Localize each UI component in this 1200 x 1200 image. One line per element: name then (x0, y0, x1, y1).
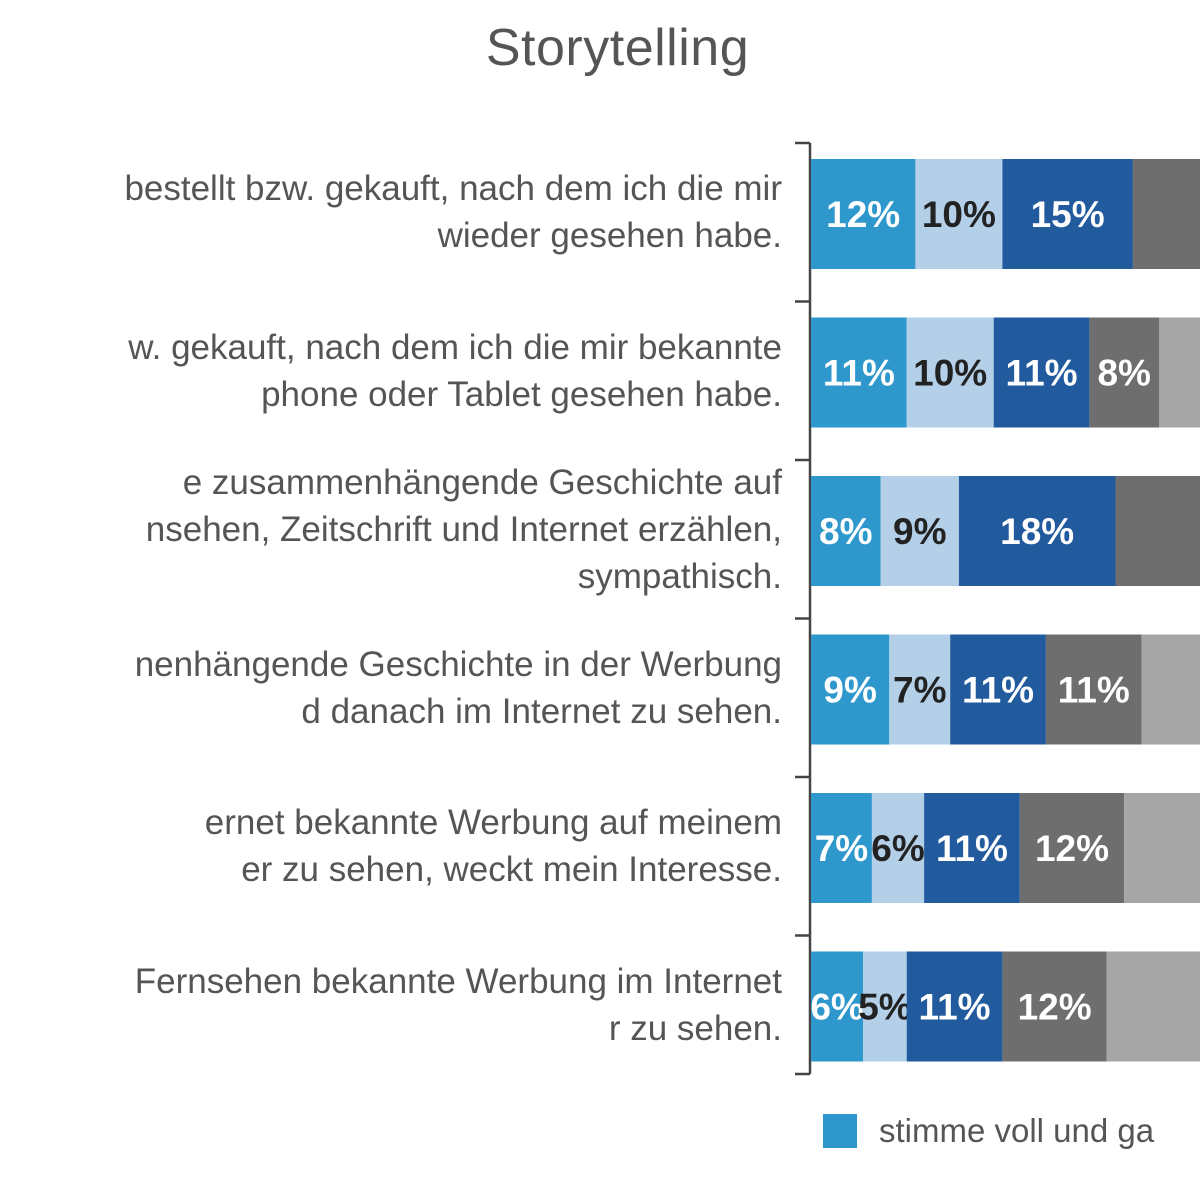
bar-segment (906, 317, 994, 428)
statement-line: wieder gesehen habe. (437, 216, 782, 255)
statement-label: nenhängende Geschichte in der Werbung d d… (0, 641, 782, 735)
bar-value-label: 18% (1000, 511, 1074, 552)
bar-segment-cropped (1159, 317, 1200, 428)
bar-value-label: 7% (815, 828, 868, 869)
bar-value-label: 5% (858, 987, 911, 1028)
bar-segment-cropped (1115, 476, 1200, 586)
bar-value-label: 11% (936, 828, 1008, 869)
bar-value-label: 11% (1006, 353, 1078, 394)
bar-segment (811, 317, 907, 428)
chart-title: Storytelling (485, 19, 750, 77)
bar-segment (811, 951, 864, 1062)
bar-segment-cropped (1124, 793, 1200, 903)
statement-label: ernet bekannte Werbung auf meinem er zu s… (0, 799, 782, 893)
bar-value-label: 11% (1058, 670, 1130, 711)
bar-value-label: 7% (893, 670, 946, 711)
bar-segment (1089, 317, 1159, 428)
bar-segment (906, 951, 1003, 1062)
bar-value-label: 8% (819, 511, 872, 552)
bar-value-label: 9% (893, 511, 946, 552)
bar-value-label: 12% (826, 194, 900, 235)
statement-line: e zusammenhängende Geschichte auf (182, 462, 782, 502)
bar-segment (950, 634, 1046, 745)
statement-label: w. gekauft, nach dem ich die mir bekannt… (0, 324, 782, 418)
statement-line: phone oder Tablet gesehen habe. (261, 374, 782, 414)
bar-segment (871, 793, 925, 903)
bar-segment (958, 476, 1116, 586)
bar-value-label: 11% (962, 670, 1034, 711)
statement-line: nsehen, Zeitschrift und Internet erzähle… (145, 509, 782, 549)
legend-swatch (823, 1114, 857, 1148)
legend-label: stimme voll und ga (879, 1112, 1155, 1149)
bar-segment (993, 317, 1090, 428)
bar-value-label: 10% (922, 194, 996, 235)
statement-line: Fernsehen bekannte Werbung im Internet (134, 961, 782, 1001)
statement-label: bestellt bzw. gekauft, nach dem ich die … (0, 165, 782, 259)
bar-segment (915, 159, 1003, 269)
statement-line: bestellt bzw. gekauft, nach dem ich die … (124, 169, 782, 208)
bar-value-label: 6% (810, 987, 863, 1028)
bar-value-label: 10% (913, 353, 987, 394)
bar-segment (811, 476, 881, 586)
bar-segment-cropped (1141, 634, 1200, 745)
bar-segment (811, 634, 890, 745)
statement-line: d danach im Internet zu sehen. (301, 691, 782, 731)
statement-line: w. gekauft, nach dem ich die mir bekannt… (128, 327, 782, 367)
statement-label: e zusammenhängende Geschichte auf nsehen,… (0, 459, 782, 600)
bar-value-label: 11% (919, 987, 991, 1028)
bar-segment (1002, 159, 1133, 269)
statement-line: nenhängende Geschichte in der Werbung (134, 644, 782, 684)
statement-label: Fernsehen bekannte Werbung im Internet r … (0, 958, 782, 1052)
bar-segment (924, 793, 1020, 903)
statement-line: sympathisch. (577, 556, 782, 596)
bar-segment (1045, 634, 1142, 745)
bar-value-label: 6% (871, 828, 924, 869)
bar-segment (811, 793, 872, 903)
bar-segment (811, 159, 916, 269)
bar-segment (1002, 951, 1107, 1062)
bar-segment (1019, 793, 1125, 903)
bar-value-label: 15% (1031, 194, 1105, 235)
bar-value-label: 11% (823, 353, 895, 394)
bar-value-label: 8% (1097, 353, 1150, 394)
statement-line: r zu sehen. (608, 1008, 782, 1048)
bar-value-label: 12% (1035, 828, 1109, 869)
bar-segment (880, 476, 959, 586)
bar-segment-cropped (1132, 159, 1200, 269)
bar-segment (863, 951, 907, 1062)
statement-line: er zu sehen, weckt mein Interesse. (241, 850, 782, 889)
bar-segment-cropped (1106, 951, 1200, 1062)
bar-segment (889, 634, 951, 745)
statement-line: ernet bekannte Werbung auf meinem (204, 803, 782, 842)
legend: stimme voll und ga (823, 1112, 1154, 1150)
bar-value-label: 9% (823, 670, 876, 711)
bar-value-label: 12% (1018, 987, 1092, 1028)
